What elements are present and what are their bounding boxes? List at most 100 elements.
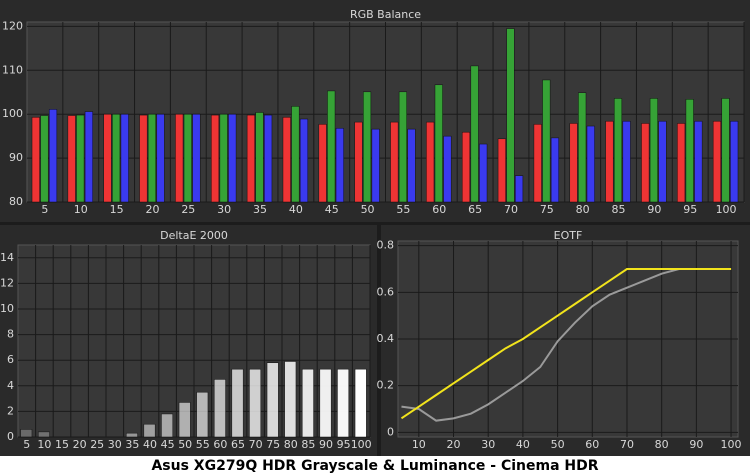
y-tick-label: 100 <box>2 107 23 120</box>
bar <box>211 114 220 203</box>
bar <box>156 113 165 203</box>
bar <box>228 113 237 203</box>
bar <box>299 118 309 203</box>
x-tick-label: 30 <box>481 438 495 451</box>
y-tick-label: 0 <box>387 425 394 438</box>
bar <box>605 120 614 203</box>
bar <box>586 125 595 203</box>
x-tick-label: 70 <box>504 203 518 216</box>
x-tick-label: 5 <box>23 438 30 451</box>
chart-title: EOTF <box>554 229 583 242</box>
y-tick-label: 90 <box>9 151 23 164</box>
x-tick-label: 60 <box>432 203 446 216</box>
bar <box>249 368 262 438</box>
x-tick-label: 40 <box>289 203 303 216</box>
x-tick-label: 30 <box>217 203 231 216</box>
bar <box>76 114 85 203</box>
bar <box>282 117 291 203</box>
x-tick-label: 20 <box>145 203 159 216</box>
bar <box>183 113 192 203</box>
x-tick-label: 35 <box>253 203 267 216</box>
x-tick-label: 45 <box>325 203 339 216</box>
bar <box>264 114 273 203</box>
bar <box>730 120 739 203</box>
y-tick-label: 0 <box>7 430 14 443</box>
bar <box>569 123 578 203</box>
x-tick-label: 25 <box>181 203 195 216</box>
bar <box>363 91 372 203</box>
x-tick-label: 15 <box>55 438 69 451</box>
bar <box>139 114 148 203</box>
y-tick-label: 80 <box>9 195 23 208</box>
x-tick-label: 65 <box>231 438 245 451</box>
bar <box>37 431 50 438</box>
x-tick-label: 95 <box>683 203 697 216</box>
x-tick-label: 90 <box>319 438 333 451</box>
bar <box>497 138 506 203</box>
bar <box>390 121 399 203</box>
x-tick-label: 35 <box>125 438 139 451</box>
bar <box>354 368 367 438</box>
chart-title: DeltaE 2000 <box>160 229 228 242</box>
bar <box>542 79 551 203</box>
bar <box>506 28 515 203</box>
bar <box>398 91 407 203</box>
x-tick-label: 40 <box>516 438 530 451</box>
bar <box>291 106 300 203</box>
bar <box>255 112 264 203</box>
x-tick-label: 15 <box>110 203 124 216</box>
x-tick-label: 10 <box>412 438 426 451</box>
bar <box>103 113 112 203</box>
x-tick-label: 60 <box>213 438 227 451</box>
x-tick-label: 85 <box>301 438 315 451</box>
bar <box>533 124 542 203</box>
bar <box>550 137 559 203</box>
bar <box>178 402 191 438</box>
x-tick-label: 20 <box>447 438 461 451</box>
x-tick-label: 90 <box>689 438 703 451</box>
x-tick-label: 50 <box>178 438 192 451</box>
bar <box>175 113 184 203</box>
bar <box>641 123 650 203</box>
bar <box>161 413 174 438</box>
y-tick-label: 10 <box>0 302 14 315</box>
bar <box>613 98 623 203</box>
x-tick-label: 10 <box>74 203 88 216</box>
bar <box>48 109 58 203</box>
bar <box>407 128 416 203</box>
bar <box>677 123 686 203</box>
bar <box>694 120 703 203</box>
x-tick-label: 70 <box>620 438 634 451</box>
bar <box>578 92 587 203</box>
bar <box>112 113 121 203</box>
y-tick-label: 14 <box>0 251 14 264</box>
bar <box>246 114 255 203</box>
bar <box>354 121 363 203</box>
bar <box>196 391 209 438</box>
bar <box>301 368 314 438</box>
line <box>400 268 732 420</box>
x-tick-label: 75 <box>540 203 554 216</box>
x-tick-label: 95 <box>337 438 351 451</box>
x-tick-label: 80 <box>576 203 590 216</box>
x-tick-label: 100 <box>351 438 372 451</box>
bar <box>67 115 76 203</box>
x-tick-label: 30 <box>108 438 122 451</box>
x-tick-label: 80 <box>284 438 298 451</box>
x-tick-label: 100 <box>721 438 742 451</box>
bar <box>327 90 336 203</box>
bar <box>721 98 730 203</box>
y-tick-label: 4 <box>7 379 14 392</box>
y-tick-label: 0.4 <box>377 332 395 345</box>
bar <box>40 115 49 203</box>
bar <box>371 128 380 203</box>
bar <box>461 131 471 203</box>
bar <box>658 120 667 203</box>
y-tick-label: 0.6 <box>377 285 395 298</box>
x-tick-label: 40 <box>143 438 157 451</box>
bar <box>649 98 658 203</box>
bar <box>337 368 350 438</box>
y-tick-label: 12 <box>0 276 14 289</box>
bar <box>434 84 443 203</box>
